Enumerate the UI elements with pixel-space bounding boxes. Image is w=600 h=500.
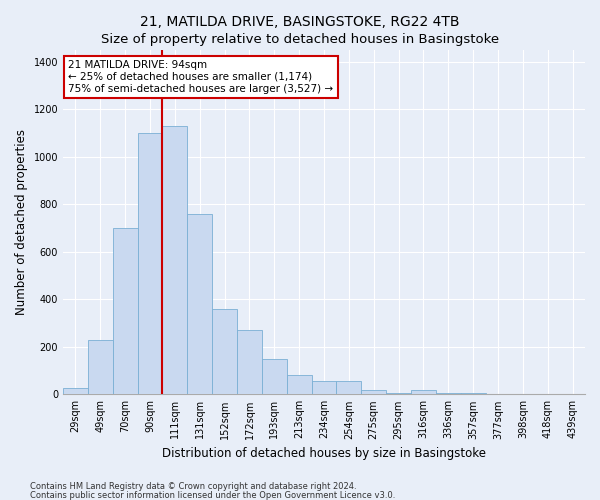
Bar [361, 390, 386, 394]
Bar [461, 393, 485, 394]
Bar [411, 390, 436, 394]
Text: 21 MATILDA DRIVE: 94sqm
← 25% of detached houses are smaller (1,174)
75% of semi: 21 MATILDA DRIVE: 94sqm ← 25% of detache… [68, 60, 334, 94]
Bar [237, 330, 262, 394]
Bar [436, 393, 461, 394]
Bar [262, 358, 287, 394]
Bar [287, 376, 311, 394]
Bar [113, 228, 137, 394]
Bar [88, 340, 113, 394]
Bar [187, 214, 212, 394]
Bar [386, 393, 411, 394]
Bar [63, 388, 88, 394]
Bar [163, 126, 187, 394]
Text: Contains HM Land Registry data © Crown copyright and database right 2024.: Contains HM Land Registry data © Crown c… [30, 482, 356, 491]
Bar [311, 381, 337, 394]
Text: Size of property relative to detached houses in Basingstoke: Size of property relative to detached ho… [101, 32, 499, 46]
Y-axis label: Number of detached properties: Number of detached properties [15, 129, 28, 315]
X-axis label: Distribution of detached houses by size in Basingstoke: Distribution of detached houses by size … [162, 447, 486, 460]
Bar [137, 133, 163, 394]
Text: 21, MATILDA DRIVE, BASINGSTOKE, RG22 4TB: 21, MATILDA DRIVE, BASINGSTOKE, RG22 4TB [140, 15, 460, 29]
Bar [337, 381, 361, 394]
Bar [212, 309, 237, 394]
Text: Contains public sector information licensed under the Open Government Licence v3: Contains public sector information licen… [30, 490, 395, 500]
